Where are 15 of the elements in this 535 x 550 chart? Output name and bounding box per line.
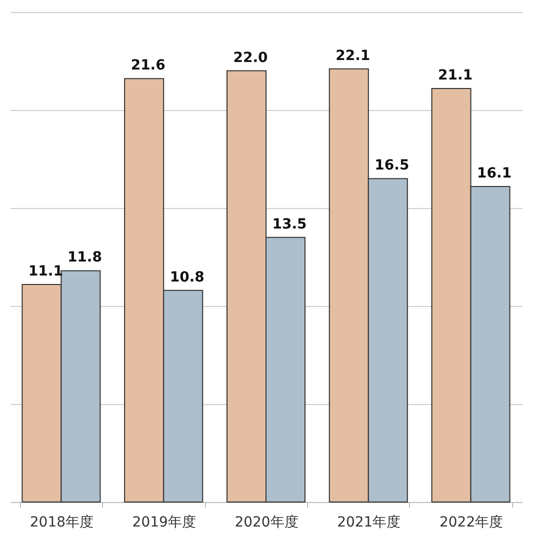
data-label: 11.1 [28,263,63,280]
x-tick-label: 2019年度 [132,514,196,530]
data-label: 21.1 [438,67,473,84]
data-label: 11.8 [67,250,102,266]
data-label: 22.1 [336,48,370,64]
data-label: 21.6 [130,58,166,74]
x-tick-label: 2018年度 [30,514,94,530]
data-label: 13.5 [272,216,307,232]
x-tick-label: 2022年度 [439,514,504,530]
data-label: 16.1 [477,165,512,182]
data-label: 10.8 [170,269,204,286]
x-tick-label: 2021年度 [337,514,401,530]
data-label: 22.0 [233,50,268,66]
x-tick-label: 2020年度 [234,514,298,530]
data-label: 16.5 [374,158,410,174]
